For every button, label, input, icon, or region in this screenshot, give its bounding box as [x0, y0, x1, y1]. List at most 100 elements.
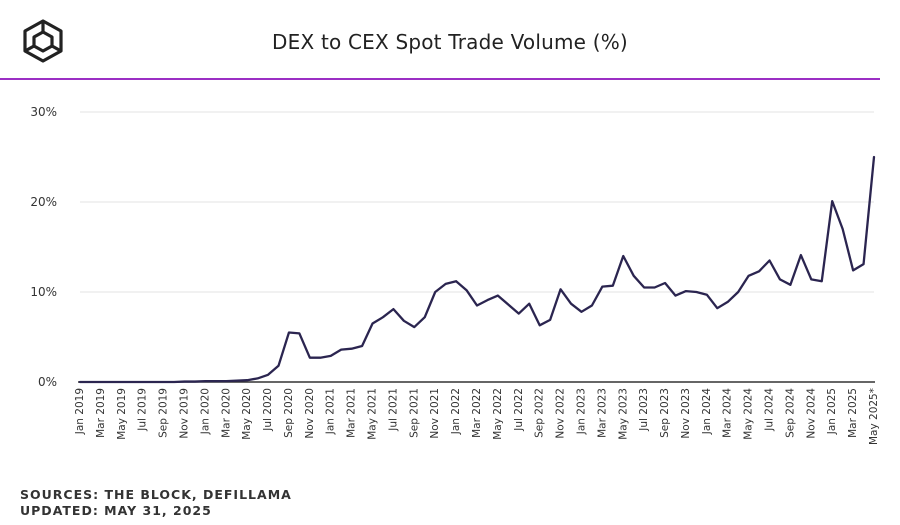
x-tick-label: Jan 2025 [826, 388, 838, 435]
data-point [413, 326, 415, 328]
y-tick-label: 0% [38, 375, 57, 389]
x-tick-label: May 2020 [241, 388, 253, 440]
x-tick-label: Jan 2023 [575, 388, 587, 435]
data-point [382, 316, 384, 318]
x-tick-label: Jul 2024 [764, 388, 776, 432]
x-tick-label: Jan 2020 [199, 388, 211, 435]
y-tick-labels: 0% 10% 20% 30% [30, 105, 57, 389]
data-point [716, 307, 718, 309]
x-tick-label: Mar 2023 [596, 388, 608, 438]
y-tick-label: 10% [30, 285, 57, 299]
data-point [319, 357, 321, 359]
data-point [100, 381, 102, 383]
data-point [685, 290, 687, 292]
data-point [695, 291, 697, 293]
data-point [215, 380, 217, 382]
x-tick-label: Jul 2022 [513, 388, 525, 432]
data-point [361, 345, 363, 347]
x-tick-label: Nov 2020 [304, 388, 316, 439]
data-point [277, 365, 279, 367]
data-point [768, 259, 770, 261]
data-point [455, 280, 457, 282]
data-point [298, 332, 300, 334]
x-tick-label: Mar 2021 [346, 388, 358, 438]
data-point [204, 380, 206, 382]
data-point [236, 379, 238, 381]
data-point [507, 303, 509, 305]
data-point [89, 381, 91, 383]
data-point [737, 291, 739, 293]
x-tick-label: Jul 2021 [387, 388, 399, 432]
data-point [862, 263, 864, 265]
x-tick-label: May 2019 [116, 388, 128, 440]
x-tick-label: Jan 2024 [701, 388, 713, 436]
data-point [444, 283, 446, 285]
data-point [340, 348, 342, 350]
data-point [476, 304, 478, 306]
data-point [653, 286, 655, 288]
x-tick-label: Sep 2019 [158, 388, 170, 438]
series-line [78, 155, 876, 384]
data-point [121, 381, 123, 383]
data-point [549, 319, 551, 321]
data-point [141, 381, 143, 383]
data-point [434, 291, 436, 293]
header: DEX to CEX Spot Trade Volume (%) [0, 0, 900, 80]
data-point [152, 381, 154, 383]
x-tick-label: Jan 2021 [325, 388, 337, 435]
x-tick-label: Mar 2020 [220, 388, 232, 438]
x-tick-label: Sep 2020 [283, 388, 295, 438]
data-point [612, 285, 614, 287]
y-tick-label: 30% [30, 105, 57, 119]
x-tick-label: May 2024 [743, 388, 755, 440]
x-tick-label: May 2021 [367, 388, 379, 440]
gridlines [80, 111, 874, 293]
data-point [309, 357, 311, 359]
data-point [810, 278, 812, 280]
x-tick-label: Mar 2024 [722, 388, 734, 438]
data-point [821, 280, 823, 282]
x-tick-label: Jan 2022 [450, 388, 462, 435]
x-tick-label: Jul 2023 [638, 388, 650, 432]
line-chart: 0% 10% 20% 30% Jan 2019 Mar 2019 May 2019 Jul … [30, 105, 880, 445]
data-point [131, 381, 133, 383]
x-tick-label: Nov 2022 [555, 388, 567, 439]
x-tick-label: Mar 2025 [847, 388, 859, 438]
data-point [350, 348, 352, 350]
data-point [371, 322, 373, 324]
x-tick-label: Sep 2023 [659, 388, 671, 438]
data-point [633, 275, 635, 277]
data-point [79, 381, 81, 383]
data-point [528, 303, 530, 305]
data-point [643, 286, 645, 288]
data-point [110, 381, 112, 383]
x-tick-label: Nov 2023 [680, 388, 692, 439]
data-point [674, 294, 676, 296]
series-layer [78, 155, 876, 384]
data-point [518, 312, 520, 314]
data-point [497, 294, 499, 296]
data-point [841, 228, 843, 230]
title-divider [0, 78, 880, 80]
data-point [706, 294, 708, 296]
data-point [831, 200, 833, 202]
data-point [852, 269, 854, 271]
data-point [392, 308, 394, 310]
data-point [194, 380, 196, 382]
updated-note: UPDATED: MAY 31, 2025 [20, 503, 212, 518]
the-block-cube-logo-icon [23, 19, 63, 63]
x-tick-label: May 2023 [617, 388, 629, 440]
data-point [246, 379, 248, 381]
data-point [288, 331, 290, 333]
x-tick-label: Nov 2024 [805, 388, 817, 439]
x-tick-label: Mar 2022 [471, 388, 483, 438]
chart-title: DEX to CEX Spot Trade Volume (%) [272, 30, 628, 54]
data-point [162, 381, 164, 383]
data-point [330, 355, 332, 357]
data-point [779, 278, 781, 280]
data-point [727, 301, 729, 303]
data-point [758, 270, 760, 272]
data-point [622, 255, 624, 257]
x-tick-label: Sep 2022 [534, 388, 546, 438]
data-point [873, 156, 875, 158]
